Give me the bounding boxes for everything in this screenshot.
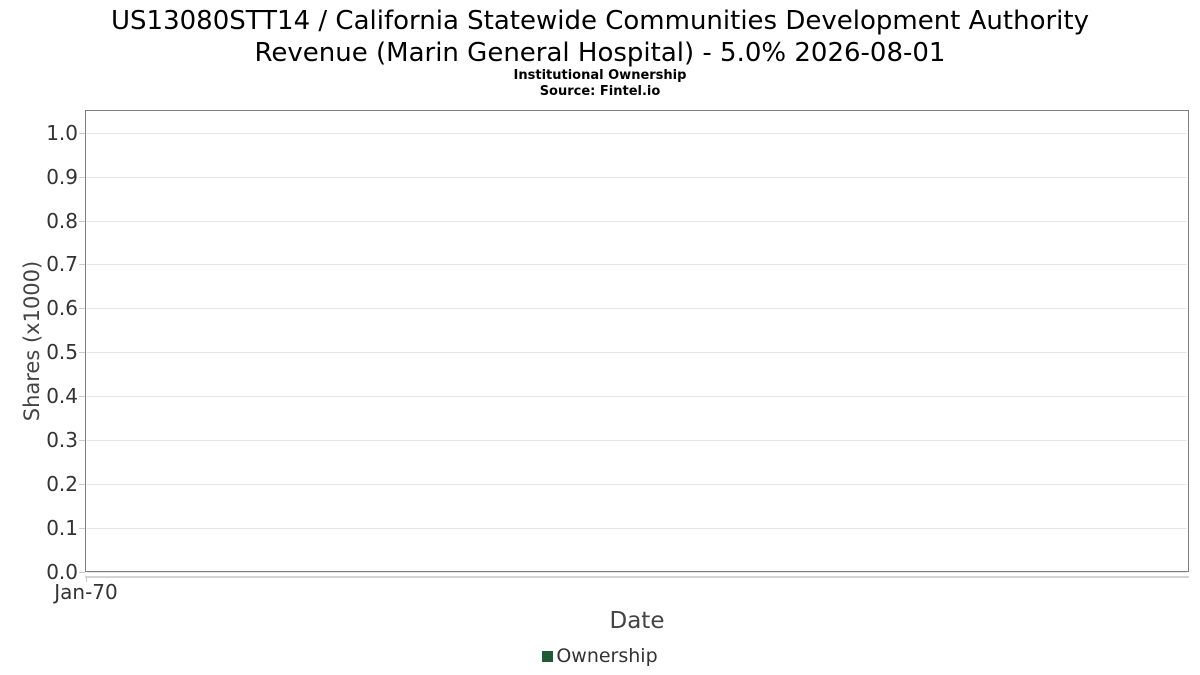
y-tick-mark (79, 176, 85, 178)
y-tick-label: 0.4 (46, 384, 78, 409)
y-gridline (87, 440, 1187, 441)
chart-subtitle: Institutional Ownership (513, 68, 687, 83)
y-tick-mark (79, 132, 85, 134)
y-tick-mark (79, 308, 85, 310)
legend-series-marker-icon (542, 650, 554, 662)
x-axis-line (85, 576, 1189, 578)
y-gridline (87, 396, 1187, 398)
y-tick-mark (79, 264, 85, 266)
y-tick-label: 0.5 (46, 340, 78, 365)
y-tick-label: 0.0 (46, 559, 78, 584)
y-tick-label: 0.7 (46, 252, 78, 277)
y-tick-label: 0.9 (46, 164, 78, 189)
y-tick-mark (79, 571, 85, 573)
y-gridline (87, 527, 1187, 529)
y-tick-label: 0.1 (46, 515, 78, 540)
y-gridline (87, 352, 1187, 354)
legend: Ownership (0, 645, 1200, 667)
y-tick-label: 1.0 (46, 120, 78, 145)
legend-series-label: Ownership (556, 645, 658, 667)
y-tick-label: 0.2 (46, 471, 78, 496)
y-tick-mark (79, 220, 85, 222)
y-gridline (87, 132, 1187, 134)
chart-subtitle-block: Institutional Ownership Source: Fintel.i… (0, 68, 1200, 100)
legend-item-ownership[interactable]: Ownership (542, 645, 658, 667)
y-gridline (87, 220, 1187, 222)
x-axis-title: Date (609, 608, 665, 634)
y-tick-label: 0.3 (46, 428, 78, 452)
plot-area (85, 110, 1189, 572)
y-gridline (87, 571, 1187, 573)
y-tick-label: 0.8 (46, 208, 78, 233)
y-tick-label: 0.6 (46, 296, 78, 321)
x-tick-mark (86, 578, 87, 582)
y-tick-mark (79, 440, 85, 441)
chart-title-line-2: Revenue (Marin General Hospital) - 5.0% … (254, 38, 946, 68)
y-gridline (87, 176, 1187, 178)
chart-source: Source: Fintel.io (539, 84, 661, 99)
y-tick-mark (79, 483, 85, 485)
y-gridline (87, 264, 1187, 266)
y-gridline (87, 308, 1187, 310)
x-tick-label: Jan-70 (54, 580, 118, 604)
chart-title-line-1: US13080STT14 / California Statewide Comm… (111, 6, 1089, 36)
y-tick-mark (79, 396, 85, 398)
y-gridline (87, 483, 1187, 485)
y-tick-mark (79, 527, 85, 529)
chart-title: US13080STT14 / California Statewide Comm… (0, 5, 1200, 69)
y-tick-mark (79, 352, 85, 354)
